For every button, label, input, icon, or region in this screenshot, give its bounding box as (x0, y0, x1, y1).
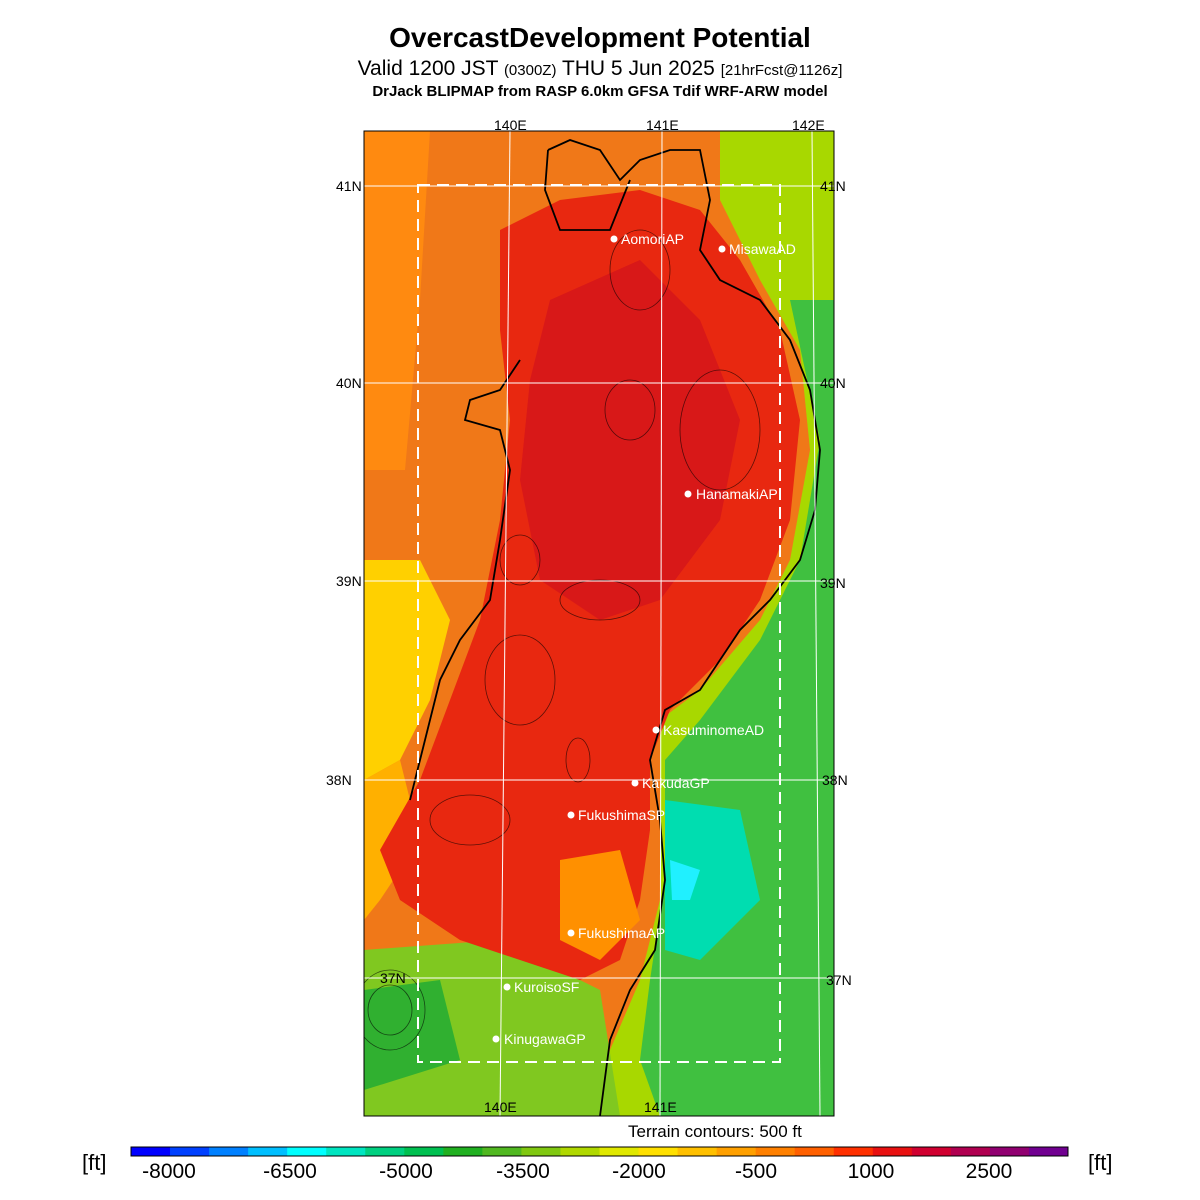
colorbar-swatch (833, 1147, 874, 1156)
station-label: KasuminomeAD (663, 722, 764, 738)
field-east-lightcyan (670, 860, 700, 900)
map-border (363, 130, 835, 1117)
valid-date: THU 5 Jun 2025 (561, 57, 715, 80)
colorbar (130, 1146, 1069, 1157)
terrain-contours (364, 229, 761, 1051)
lon-label-top: 140E (494, 117, 527, 133)
colorbar-swatch (287, 1147, 327, 1156)
colorbar-swatch (755, 1147, 796, 1156)
colorbar-swatch (677, 1147, 718, 1156)
colorbar-swatch (560, 1147, 600, 1156)
station-label: AomoriAP (621, 231, 684, 247)
colorbar-unit-right: [ft] (1088, 1150, 1113, 1175)
colorbar-swatch (950, 1147, 991, 1156)
station-dot-kakudagp (631, 779, 639, 787)
station-labels: AomoriAP MisawaAD HanamakiAP KasuminomeA… (504, 231, 796, 1047)
station-dot-misawaad (718, 245, 726, 253)
lon-label-bottom: 141E (644, 1099, 677, 1115)
colorbar-unit-left: [ft] (82, 1150, 107, 1175)
station-label: KinugawaGP (504, 1031, 586, 1047)
station-dot-kinugawagp (492, 1035, 500, 1043)
field-west-yellow (364, 560, 450, 780)
lon-label-top: 141E (646, 117, 679, 133)
colorbar-label: -3500 (496, 1160, 550, 1183)
lat-label-right: 39N (820, 575, 846, 591)
colorbar-swatch (404, 1147, 444, 1156)
coastline (409, 139, 821, 1116)
station-dot-aomoriap (610, 235, 618, 243)
colorbar-swatch (365, 1147, 405, 1156)
lon-label-bottom: 140E (484, 1099, 517, 1115)
axis-labels: 140E 141E 142E 140E 141E 41N 40N 39N 38N… (326, 117, 852, 1115)
valid-zulu: (0300Z) (503, 62, 557, 79)
colorbar-swatch (638, 1147, 679, 1156)
colorbar-swatch (872, 1147, 913, 1156)
colorbar-swatch (794, 1147, 835, 1156)
lat-label-right: 41N (820, 178, 846, 194)
station-dot-kuroisosf (503, 983, 511, 991)
station-label: KakudaGP (642, 775, 710, 791)
station-label: FukushimaAP (578, 925, 665, 941)
station-dot-kasuminomead (652, 726, 660, 734)
station-label: FukushimaSP (578, 807, 665, 823)
colorbar-swatch (521, 1147, 561, 1156)
model-line: DrJack BLIPMAP from RASP 6.0km GFSA Tdif… (372, 83, 828, 100)
colorbar-swatch (170, 1147, 210, 1156)
lat-label-right: 37N (826, 972, 852, 988)
lat-label-left: 40N (336, 375, 362, 391)
colorbar-swatch (209, 1147, 249, 1156)
chart-title: OvercastDevelopment Potential (389, 22, 811, 53)
station-markers (492, 235, 726, 1043)
inner-domain-box (417, 184, 781, 1063)
lat-label-right: 38N (822, 772, 848, 788)
colorbar-swatch (248, 1147, 288, 1156)
station-dot-hanamakiap (684, 490, 692, 498)
forecast-info: [21hrFcst@1126z] (720, 62, 843, 79)
lat-label-right: 40N (820, 375, 846, 391)
colorbar-label: -5000 (379, 1160, 433, 1183)
colorbar-label: -6500 (263, 1160, 317, 1183)
colorbar-label: -2000 (612, 1160, 666, 1183)
colorbar-swatch (131, 1147, 171, 1156)
colorbar-label: 2500 (965, 1160, 1013, 1183)
lon-label-top: 142E (792, 117, 825, 133)
field-layer (364, 131, 834, 1116)
colorbar-label: 1000 (847, 1160, 895, 1183)
lat-label-left: 39N (336, 573, 362, 589)
valid-prefix: Valid 1200 JST (357, 57, 499, 80)
terrain-note: Terrain contours: 500 ft (628, 1122, 802, 1141)
station-label: MisawaAD (729, 241, 796, 257)
lat-label-left: 41N (336, 178, 362, 194)
colorbar-swatch (443, 1147, 483, 1156)
colorbar-swatch (482, 1147, 522, 1156)
colorbar-border (130, 1146, 1069, 1157)
field-west-orange (364, 131, 430, 470)
station-label: HanamakiAP (696, 486, 778, 502)
colorbar-swatch (716, 1147, 757, 1156)
station-label: KuroisoSF (514, 979, 579, 995)
field-east-cyan (665, 800, 760, 960)
colorbar-swatch (599, 1147, 640, 1156)
field-fukushima-orange (560, 850, 640, 960)
colorbar-label: -8000 (142, 1160, 196, 1183)
colorbar-label: -500 (734, 1160, 778, 1183)
colorbar-swatch (989, 1147, 1030, 1156)
station-dot-fukushimasp (567, 811, 575, 819)
colorbar-swatch (326, 1147, 366, 1156)
colorbar-swatch (911, 1147, 952, 1156)
station-dot-fukushimaap (567, 929, 575, 937)
lat-label-left: 37N (380, 970, 406, 986)
valid-time-line: Valid 1200 JST (0300Z) THU 5 Jun 2025 [2… (0, 57, 1200, 81)
colorbar-swatch (1028, 1147, 1069, 1156)
lat-label-left: 38N (326, 772, 352, 788)
